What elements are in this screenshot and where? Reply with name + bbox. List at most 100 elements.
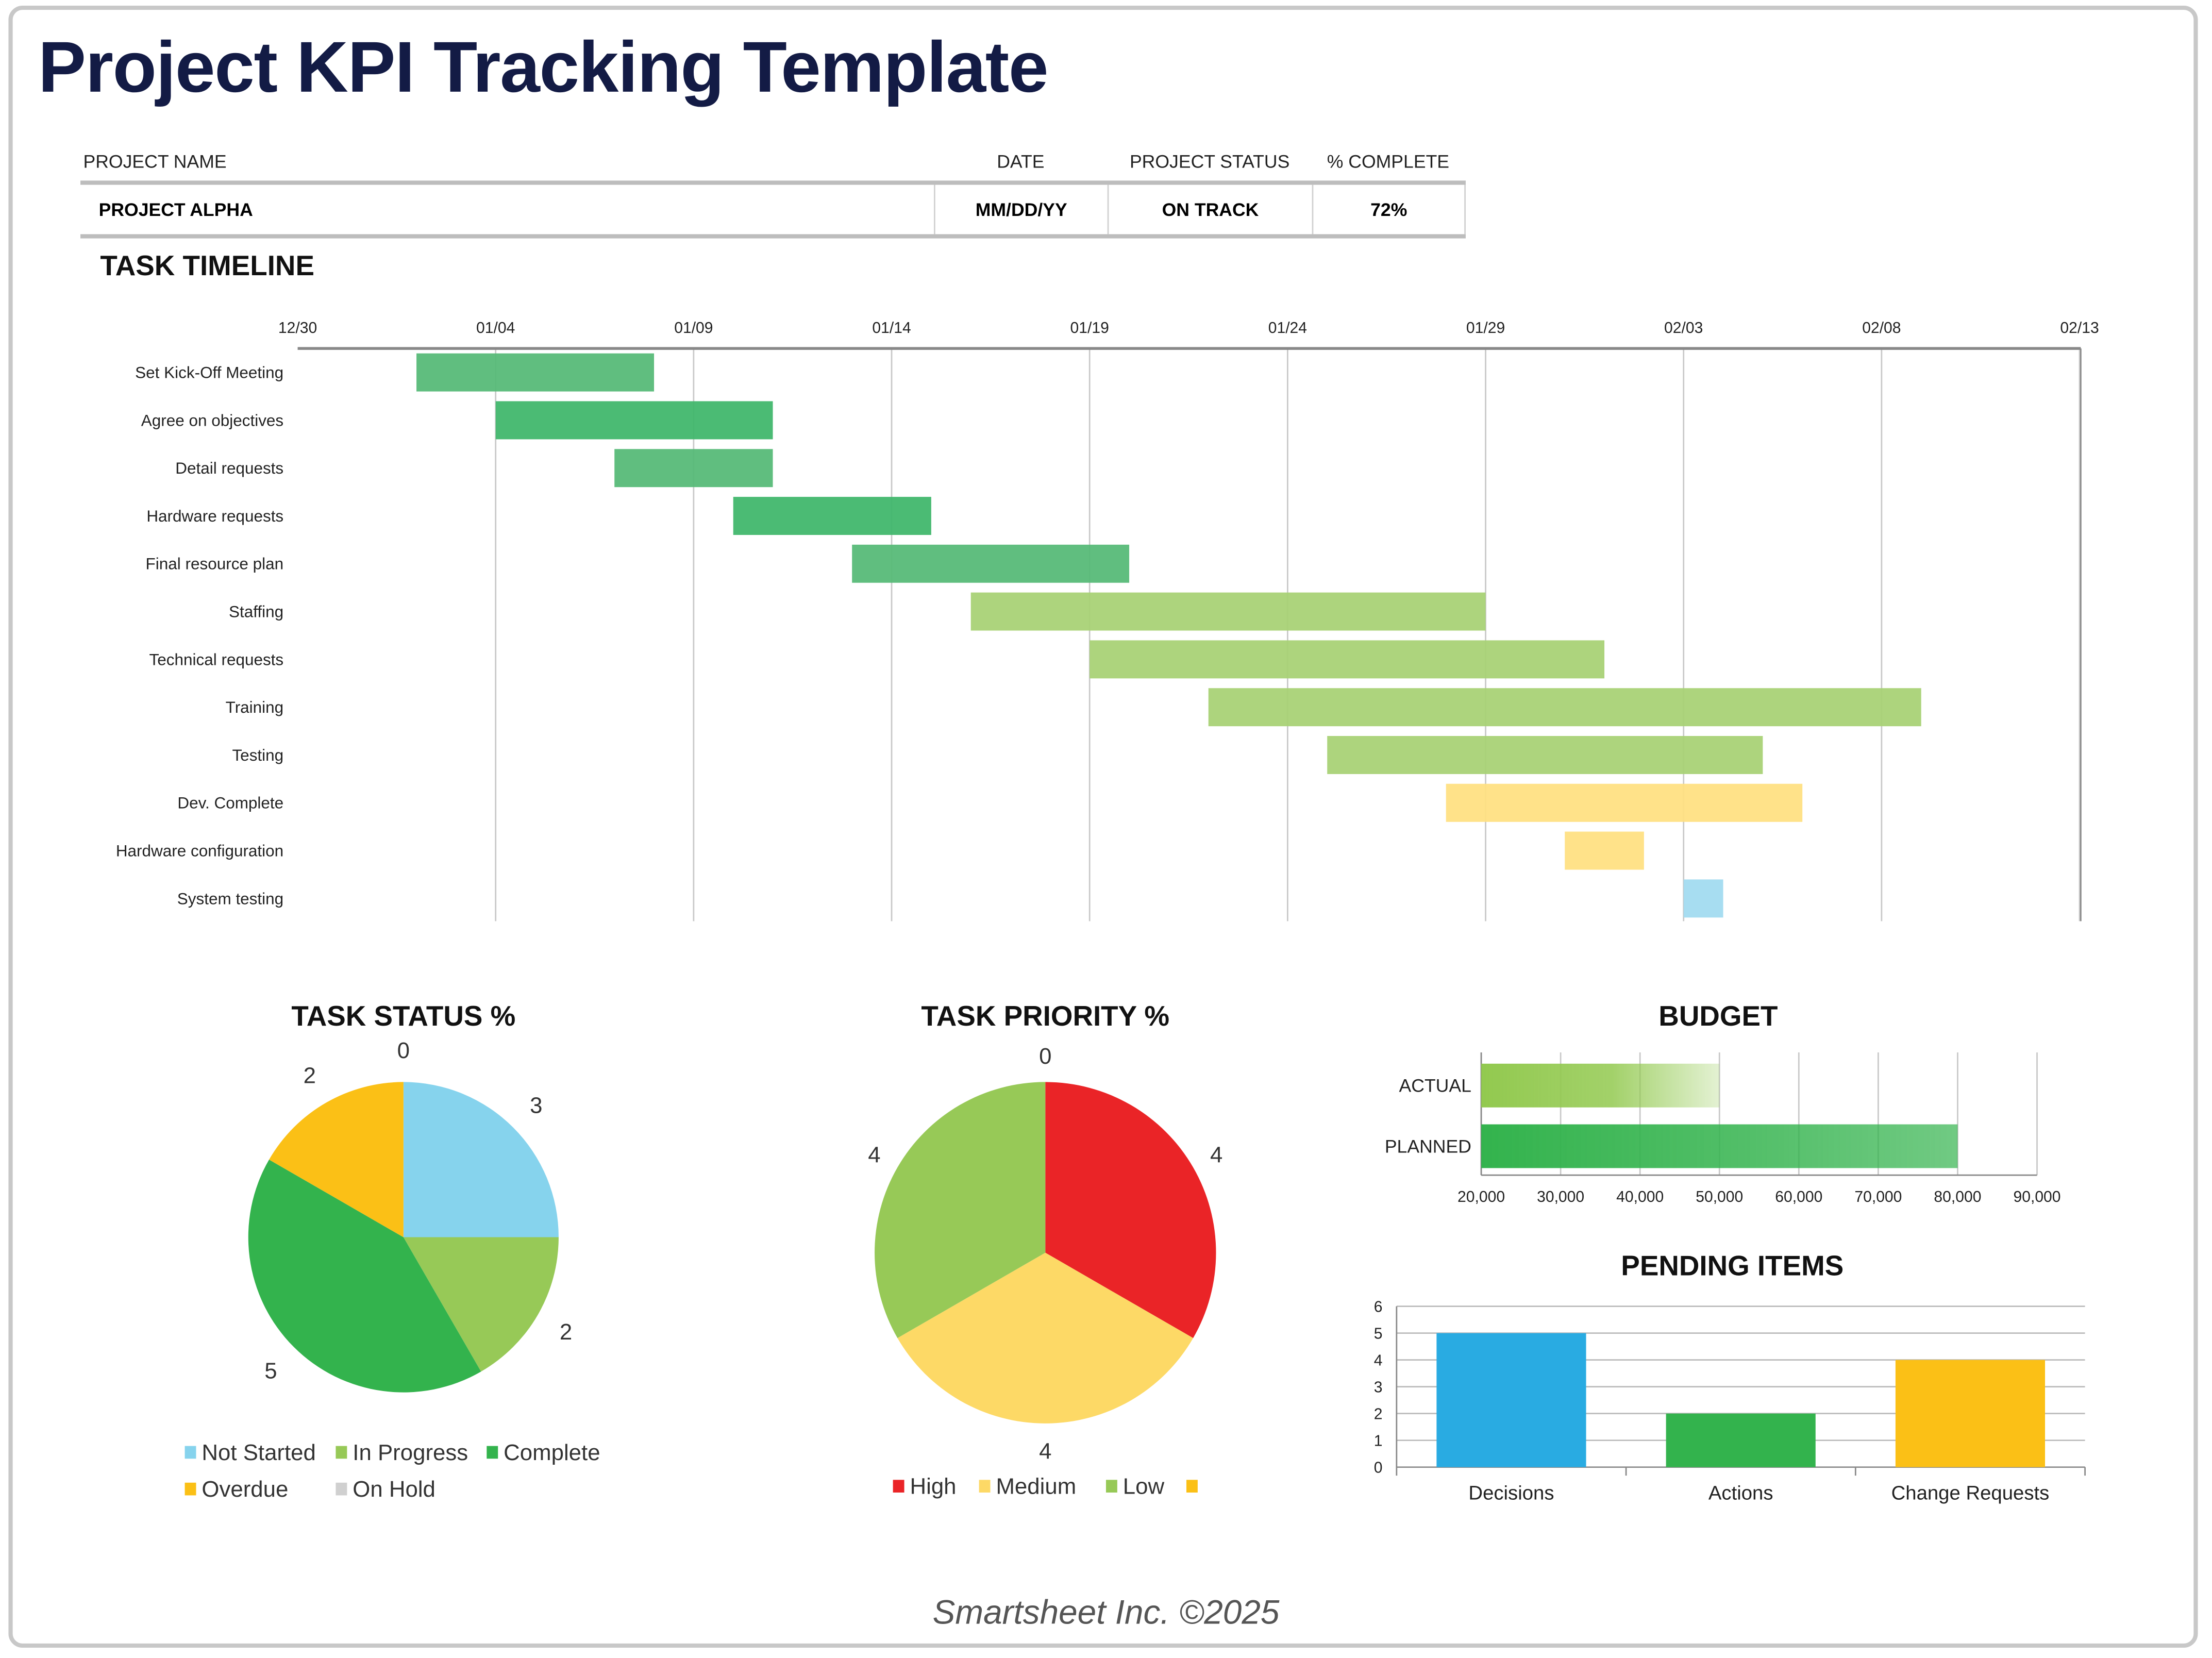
pie-data-label: 4 <box>1039 1438 1051 1464</box>
legend-label: Overdue <box>202 1477 288 1502</box>
pie-data-label: 4 <box>1210 1142 1222 1167</box>
pending-y-tick: 1 <box>1374 1433 1383 1450</box>
status-value[interactable]: ON TRACK <box>1107 185 1312 235</box>
gantt-x-tick: 12/30 <box>278 320 317 337</box>
gantt-x-tick: 01/14 <box>872 320 911 337</box>
pending-category-label: Actions <box>1708 1482 1773 1504</box>
gantt-x-tick: 01/29 <box>1466 320 1505 337</box>
legend-swatch <box>336 1482 347 1496</box>
gantt-x-tick: 02/08 <box>1862 320 1901 337</box>
pie-data-label: 2 <box>304 1063 316 1088</box>
pie-data-label: 5 <box>264 1358 277 1383</box>
page-title: Project KPI Tracking Template <box>38 27 1049 108</box>
legend-label: Medium <box>996 1474 1076 1499</box>
budget-x-tick: 90,000 <box>2013 1188 2060 1205</box>
project-name-value[interactable]: PROJECT ALPHA <box>98 198 253 221</box>
gantt-bar <box>495 401 773 440</box>
gantt-bar <box>733 497 931 535</box>
legend-swatch <box>185 1482 196 1496</box>
project-name-label: PROJECT NAME <box>83 150 227 172</box>
pie-data-label: 0 <box>397 1038 410 1063</box>
pie-slice <box>1045 1082 1216 1338</box>
budget-x-tick: 70,000 <box>1854 1188 1902 1205</box>
gantt-bar <box>614 449 773 488</box>
date-value[interactable]: MM/DD/YY <box>934 185 1108 235</box>
pending-y-tick: 2 <box>1374 1406 1383 1423</box>
legend-swatch <box>979 1480 991 1493</box>
legend-swatch <box>185 1446 196 1459</box>
pending-category-label: Change Requests <box>1891 1482 2050 1504</box>
gantt-x-tick: 01/19 <box>1070 320 1109 337</box>
pending-bar <box>1666 1413 1816 1467</box>
pie-slice <box>248 1159 481 1393</box>
gantt-bar <box>1327 735 1763 774</box>
gantt-x-tick: 02/03 <box>1664 320 1703 337</box>
gantt-task-label: Training <box>226 698 284 716</box>
gantt-task-label: Hardware requests <box>146 507 283 525</box>
budget-bar <box>1481 1063 1720 1108</box>
legend-label: High <box>910 1474 956 1499</box>
pending-y-tick: 0 <box>1374 1460 1383 1477</box>
gantt-task-label: Testing <box>232 746 283 764</box>
legend-label: Low <box>1123 1474 1165 1499</box>
budget-bar <box>1481 1124 1958 1168</box>
budget-x-tick: 20,000 <box>1457 1188 1505 1205</box>
pending-y-tick: 6 <box>1374 1299 1383 1316</box>
pending-y-tick: 3 <box>1374 1379 1383 1396</box>
gantt-task-label: Set Kick-Off Meeting <box>135 364 283 382</box>
legend-label: On Hold <box>353 1477 435 1502</box>
gantt-bar <box>1683 879 1723 918</box>
budget-category-label: ACTUAL <box>1399 1076 1471 1096</box>
complete-label: % COMPLETE <box>1327 150 1450 172</box>
pie-data-label: 0 <box>1039 1044 1051 1069</box>
complete-value[interactable]: 72% <box>1312 185 1466 235</box>
gantt-task-label: Hardware configuration <box>116 842 283 860</box>
status-title: TASK STATUS % <box>291 1001 516 1033</box>
pie-slice <box>403 1237 559 1372</box>
pie-data-label: 2 <box>560 1319 572 1345</box>
priority-title: TASK PRIORITY % <box>921 1001 1170 1033</box>
gantt-x-tick: 01/04 <box>476 320 515 337</box>
legend-swatch <box>893 1480 904 1493</box>
gantt-task-label: Detail requests <box>175 459 283 477</box>
page-frame <box>8 5 2198 1648</box>
pie-slice <box>269 1082 404 1237</box>
gantt-bar <box>1208 688 1921 727</box>
budget-x-tick: 80,000 <box>1934 1188 1981 1205</box>
legend-swatch <box>487 1446 498 1459</box>
budget-x-tick: 60,000 <box>1775 1188 1822 1205</box>
gantt-bar <box>852 544 1130 583</box>
gantt-task-label: Technical requests <box>149 650 284 668</box>
legend-swatch <box>1186 1480 1198 1493</box>
gantt-bar <box>416 353 655 392</box>
budget-title: BUDGET <box>1658 1001 1778 1033</box>
pie-data-label: 3 <box>530 1093 542 1118</box>
date-label: DATE <box>997 150 1045 172</box>
gantt-task-label: Dev. Complete <box>177 794 283 812</box>
budget-category-label: PLANNED <box>1385 1136 1471 1157</box>
pending-y-tick: 4 <box>1374 1352 1383 1369</box>
pending-bar <box>1895 1360 2046 1467</box>
pie-data-label: 4 <box>868 1142 880 1167</box>
pie-slice <box>403 1082 559 1237</box>
legend-swatch <box>336 1446 347 1459</box>
gantt-bar <box>1446 783 1803 822</box>
pending-title: PENDING ITEMS <box>1621 1251 1844 1283</box>
gantt-x-tick: 01/09 <box>674 320 713 337</box>
gantt-task-label: Staffing <box>229 603 283 621</box>
project-info-table: PROJECT ALPHA MM/DD/YY ON TRACK 72% <box>80 180 1466 239</box>
gantt-x-tick: 02/13 <box>2060 320 2099 337</box>
gantt-bar <box>1565 831 1644 870</box>
gantt-bar <box>970 592 1486 631</box>
legend-label: In Progress <box>353 1440 468 1465</box>
legend-label: Complete <box>504 1440 600 1465</box>
legend-swatch <box>1105 1480 1117 1493</box>
footer-copyright: Smartsheet Inc. ©2025 <box>932 1594 1280 1632</box>
gantt-task-label: Final resource plan <box>146 555 284 573</box>
gantt-task-label: System testing <box>177 890 283 908</box>
gantt-task-label: Agree on objectives <box>141 411 283 429</box>
pending-category-label: Decisions <box>1468 1482 1554 1504</box>
gantt-bar <box>1090 640 1605 679</box>
